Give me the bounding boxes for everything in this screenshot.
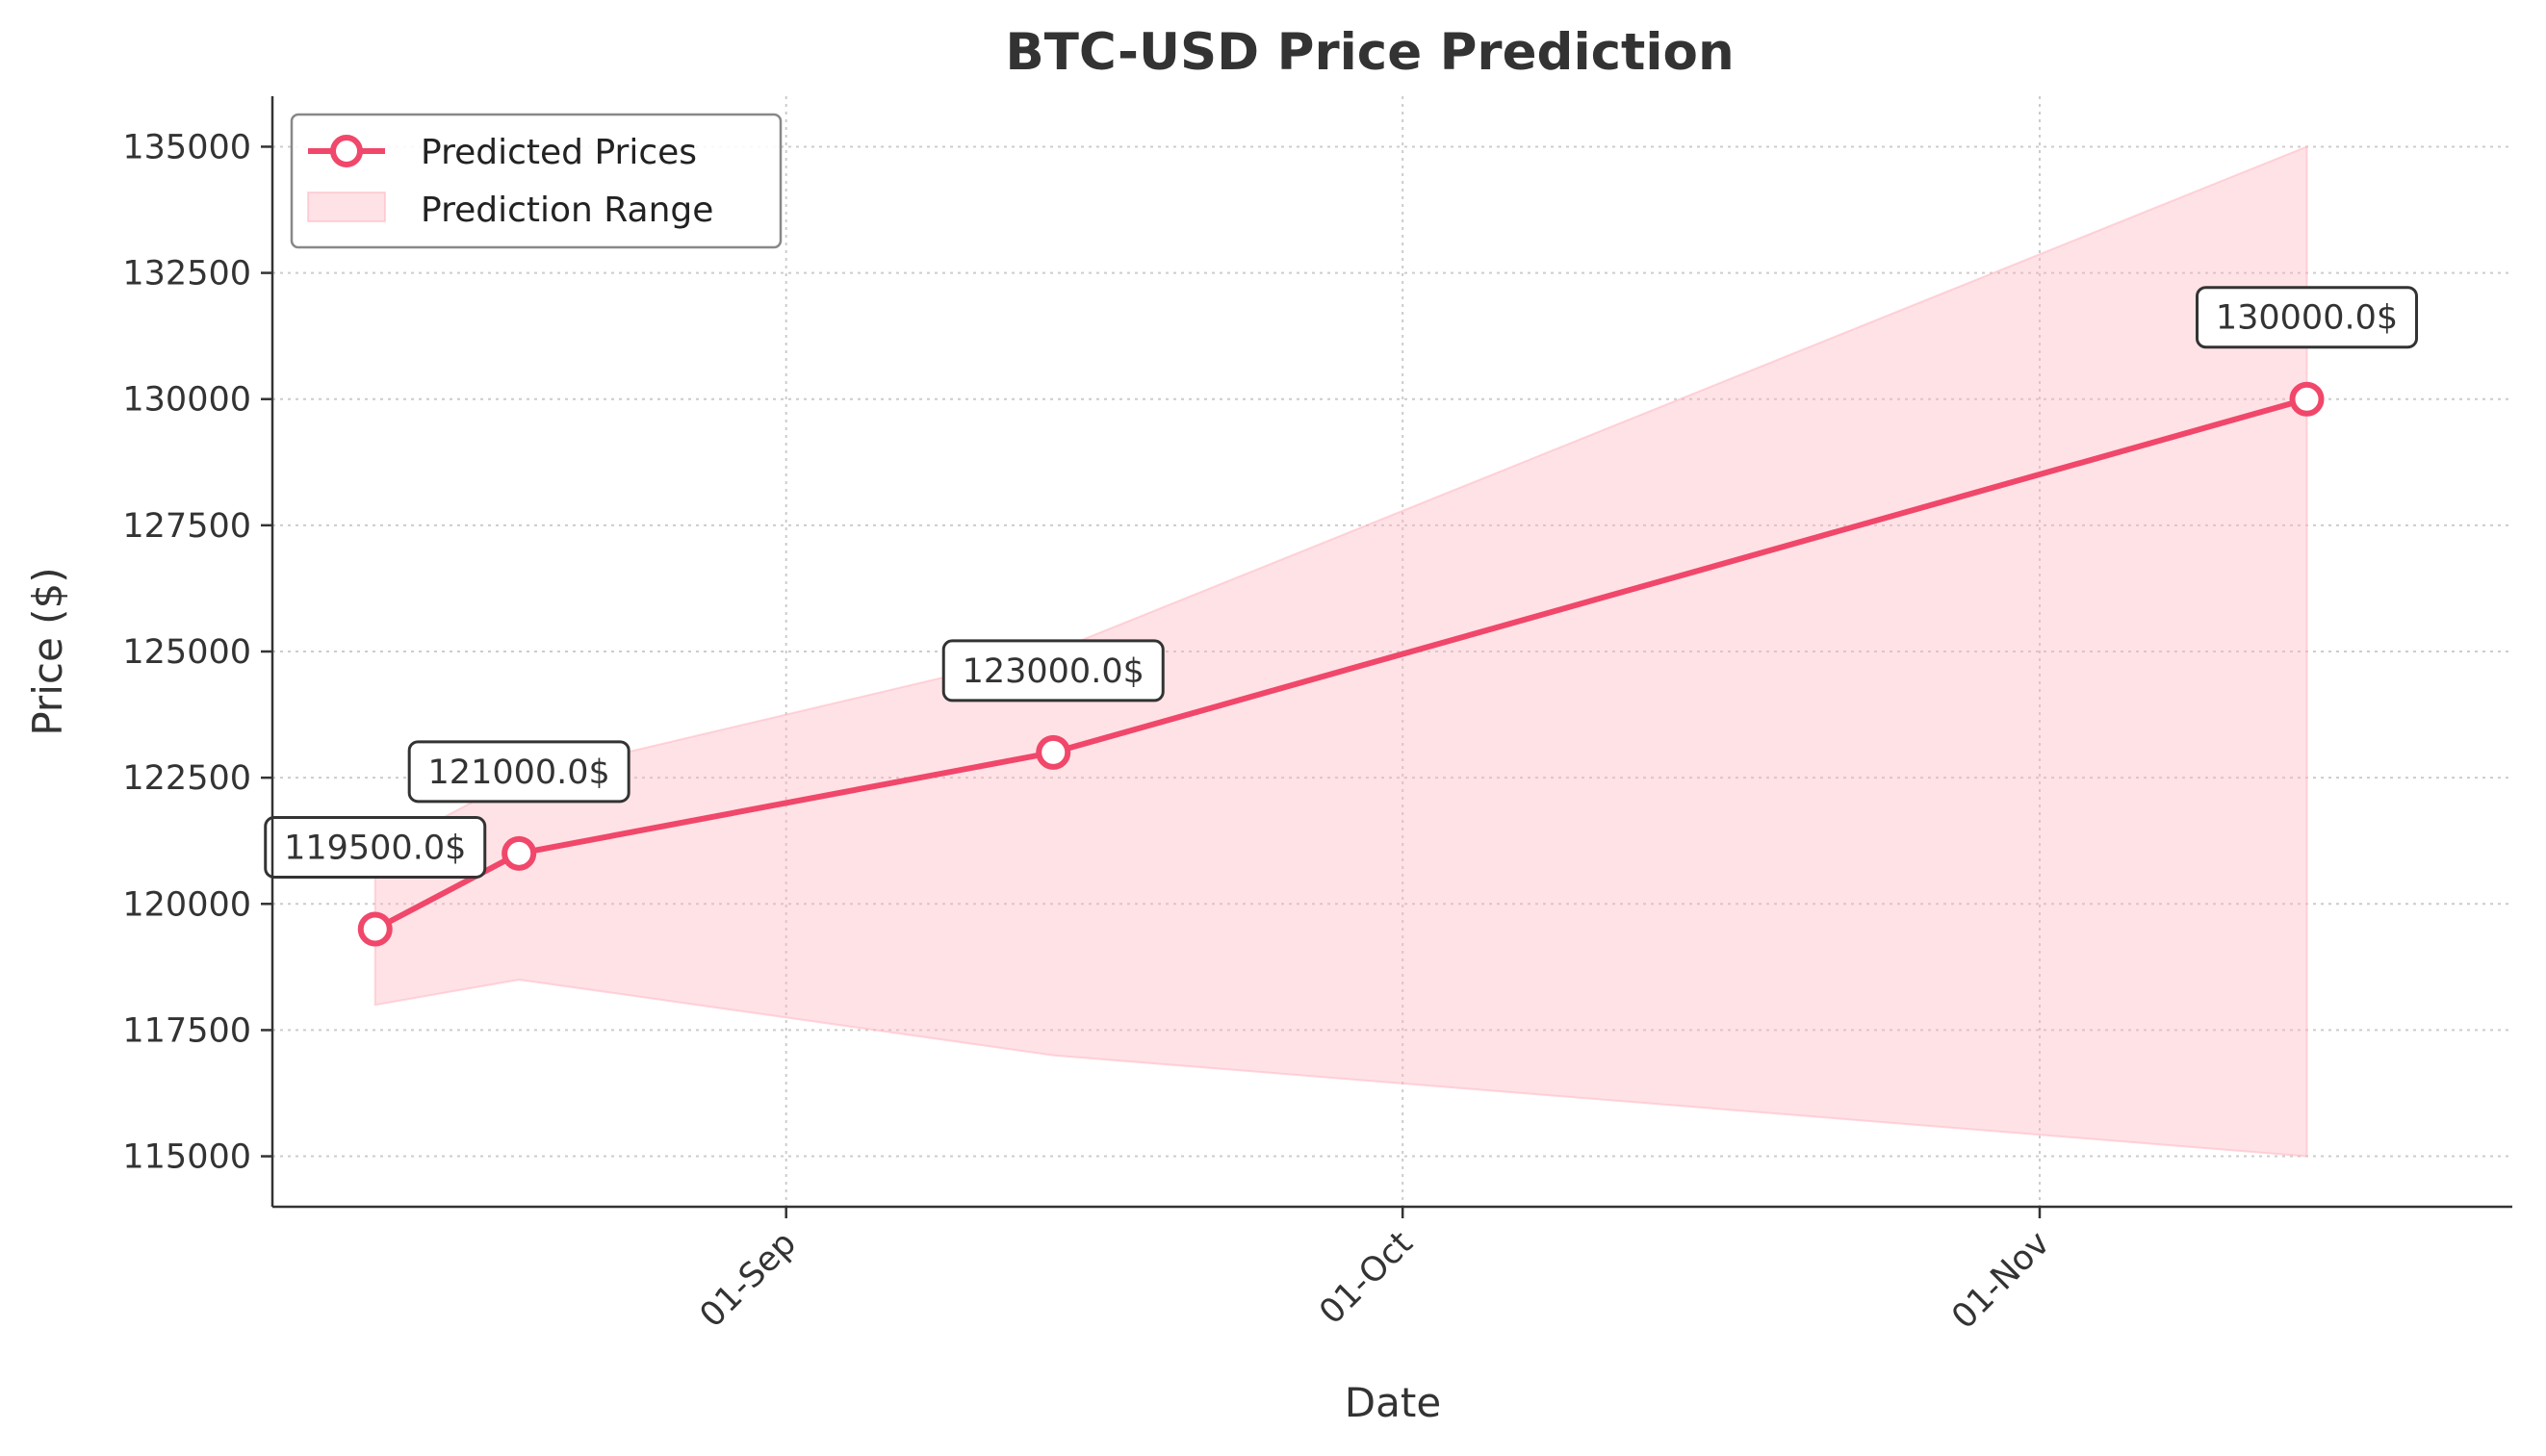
chart-title: BTC-USD Price Prediction [1005, 23, 1734, 82]
data-label: 121000.0$ [407, 740, 630, 804]
x-axis-label: Date [1345, 1379, 1441, 1426]
x-tick-label: 01-Sep [693, 1224, 804, 1335]
y-tick-label: 115000 [122, 1138, 251, 1177]
data-label-text: 130000.0$ [2216, 299, 2398, 338]
predicted-prices-line [373, 396, 2308, 932]
legend-entry-prediction-range: Prediction Range [307, 191, 713, 230]
data-label: 119500.0$ [264, 816, 487, 879]
y-tick-label: 127500 [122, 507, 251, 546]
data-label-box [941, 639, 1165, 702]
y-tick-label: 117500 [122, 1011, 251, 1050]
data-label-text: 123000.0$ [963, 652, 1144, 691]
y-tick-label: 122500 [122, 759, 251, 798]
data-label-box [264, 816, 487, 879]
data-point [357, 911, 393, 947]
data-point [1036, 734, 1071, 770]
legend-marker-swatch [330, 135, 363, 167]
annotations: 119500.0$ 121000.0$ 123000.0$ 130000.0$ [264, 286, 2419, 879]
data-label: 123000.0$ [941, 639, 1165, 702]
legend-label: Prediction Range [421, 191, 713, 230]
data-point [501, 835, 537, 871]
legend-entry-predicted-prices: Predicted Prices [308, 133, 697, 172]
data-point [2289, 381, 2325, 417]
x-tick-label: 01-Nov [1944, 1224, 2057, 1337]
legend: Predicted Prices Prediction Range [290, 113, 783, 249]
predicted-prices-line-layer [357, 381, 2325, 947]
data-label-box [407, 740, 630, 804]
legend-band-swatch [307, 192, 386, 222]
y-tick-label: 120000 [122, 885, 251, 924]
data-label: 130000.0$ [2196, 286, 2419, 349]
data-label-text: 119500.0$ [284, 830, 466, 868]
y-ticks: 115000 117500 120000 122500 125000 127500 1300… [122, 128, 272, 1177]
y-tick-label: 125000 [122, 633, 251, 672]
y-tick-label: 135000 [122, 128, 251, 166]
prediction-range-band [373, 144, 2308, 1158]
y-tick-label: 132500 [122, 255, 251, 294]
y-axis-label: Price ($) [24, 567, 71, 735]
x-tick-label: 01-Oct [1312, 1224, 1420, 1332]
prediction-range-band-layer [373, 144, 2308, 1158]
legend-frame [290, 113, 783, 249]
x-ticks: 01-Sep 01-Oct 01-Nov [693, 1207, 2057, 1337]
data-label-box [2196, 286, 2419, 349]
y-tick-label: 130000 [122, 381, 251, 420]
data-label-text: 121000.0$ [428, 754, 610, 792]
legend-label: Predicted Prices [421, 133, 697, 172]
